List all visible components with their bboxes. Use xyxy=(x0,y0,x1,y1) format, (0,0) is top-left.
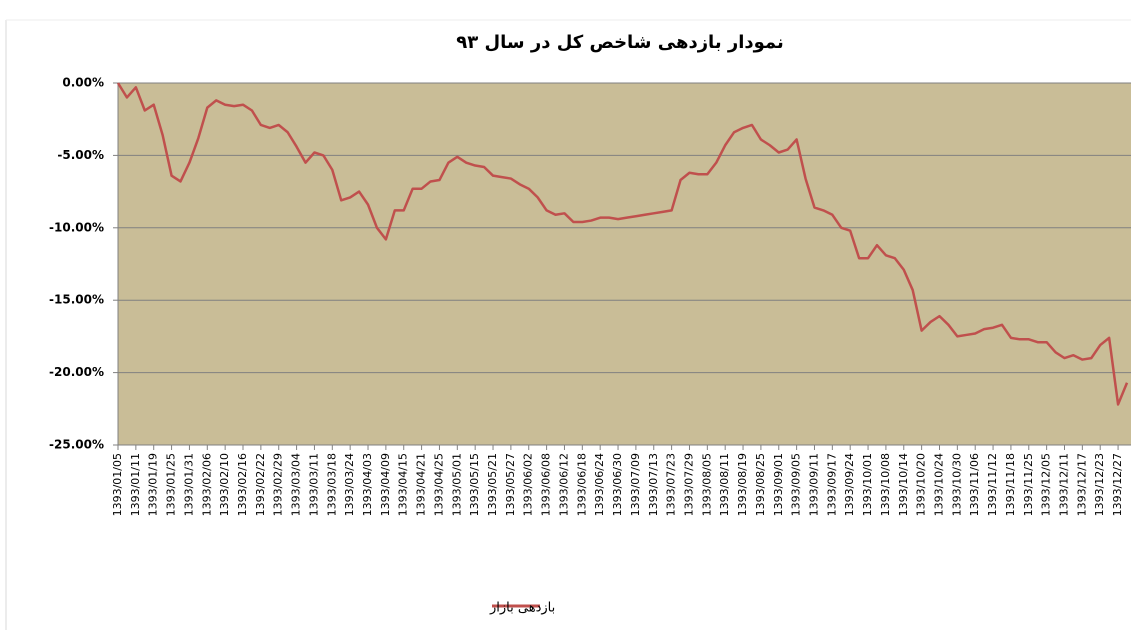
x-tick-label: 1393/06/12 xyxy=(557,453,570,516)
x-tick-label: 1393/02/29 xyxy=(272,453,285,516)
x-tick-label: 1393/09/11 xyxy=(807,453,820,516)
x-tick-label: 1393/10/20 xyxy=(915,453,928,516)
y-tick-label: -5.00% xyxy=(57,148,104,162)
x-tick-label: 1393/01/05 xyxy=(111,453,124,516)
x-tick-label: 1393/04/09 xyxy=(379,453,392,516)
x-tick-label: 1393/06/18 xyxy=(575,453,588,516)
x-tick-label: 1393/09/24 xyxy=(843,453,856,516)
x-tick-label: 1393/11/06 xyxy=(968,453,981,516)
x-tick-label: 1393/07/23 xyxy=(665,453,678,516)
x-tick-label: 1393/06/08 xyxy=(540,453,553,516)
x-tick-label: 1393/02/22 xyxy=(254,453,267,516)
x-tick-label: 1393/12/23 xyxy=(1093,453,1106,516)
plot-area xyxy=(118,83,1131,445)
x-tick-label: 1393/12/05 xyxy=(1040,453,1053,516)
x-tick-label: 1393/05/01 xyxy=(450,453,463,516)
x-tick-label: 1393/07/29 xyxy=(682,453,695,516)
x-tick-label: 1393/03/11 xyxy=(307,453,320,516)
x-tick-label: 1393/07/13 xyxy=(647,453,660,516)
y-tick-label: -15.00% xyxy=(49,293,104,307)
x-tick-label: 1393/08/25 xyxy=(754,453,767,516)
x-tick-label: 1393/03/24 xyxy=(343,453,356,516)
x-tick-label: 1393/10/30 xyxy=(950,453,963,516)
x-tick-label: 1393/11/18 xyxy=(1004,453,1017,516)
x-tick-label: 1393/08/11 xyxy=(718,453,731,516)
chart-title: نمودار بازدهی شاخص کل در سال ۹۳ xyxy=(456,32,783,53)
x-tick-label: 1393/04/25 xyxy=(432,453,445,516)
x-tick-label: 1393/01/19 xyxy=(147,453,160,516)
x-tick-label: 1393/05/15 xyxy=(468,453,481,516)
y-tick-label: 0.00% xyxy=(62,76,104,90)
x-tick-label: 1393/03/18 xyxy=(325,453,338,516)
x-tick-label: 1393/12/27 xyxy=(1111,453,1124,516)
x-tick-label: 1393/10/08 xyxy=(879,453,892,516)
x-tick-label: 1393/12/17 xyxy=(1075,453,1088,516)
x-tick-label: 1393/06/30 xyxy=(611,453,624,516)
x-tick-label: 1393/02/16 xyxy=(236,453,249,516)
x-tick-label: 1393/12/11 xyxy=(1057,453,1070,516)
x-tick-label: 1393/10/01 xyxy=(861,453,874,516)
x-tick-label: 1393/06/24 xyxy=(593,453,606,516)
x-tick-label: 1393/01/31 xyxy=(182,453,195,516)
x-tick-label: 1393/07/09 xyxy=(629,453,642,516)
x-tick-label: 1393/04/15 xyxy=(397,453,410,516)
x-tick-label: 1393/02/06 xyxy=(200,453,213,516)
x-tick-label: 1393/08/19 xyxy=(736,453,749,516)
x-tick-label: 1393/08/05 xyxy=(700,453,713,516)
x-tick-label: 1393/01/25 xyxy=(165,453,178,516)
legend-label: بازدهی بازار xyxy=(489,601,555,616)
x-tick-label: 1393/09/17 xyxy=(825,453,838,516)
x-tick-label: 1393/09/01 xyxy=(772,453,785,516)
x-tick-label: 1393/04/21 xyxy=(415,453,428,516)
x-tick-label: 1393/09/05 xyxy=(790,453,803,516)
y-tick-label: -10.00% xyxy=(49,220,104,234)
x-tick-label: 1393/05/27 xyxy=(504,453,517,516)
x-tick-label: 1393/04/03 xyxy=(361,453,374,516)
x-tick-label: 1393/11/25 xyxy=(1022,453,1035,516)
data-line xyxy=(116,82,1129,406)
x-tick-label: 1393/01/11 xyxy=(129,453,142,516)
x-tick-label: 1393/03/04 xyxy=(290,453,303,516)
x-tick-label: 1393/10/24 xyxy=(932,453,945,516)
x-tick-label: 1393/06/02 xyxy=(522,453,535,516)
y-tick-label: -20.00% xyxy=(49,365,104,379)
x-tick-label: 1393/02/10 xyxy=(218,453,231,516)
x-tick-label: 1393/10/14 xyxy=(897,453,910,516)
x-tick-label: 1393/05/21 xyxy=(486,453,499,516)
x-tick-label: 1393/11/12 xyxy=(986,453,999,516)
y-tick-label: -25.00% xyxy=(49,438,104,452)
